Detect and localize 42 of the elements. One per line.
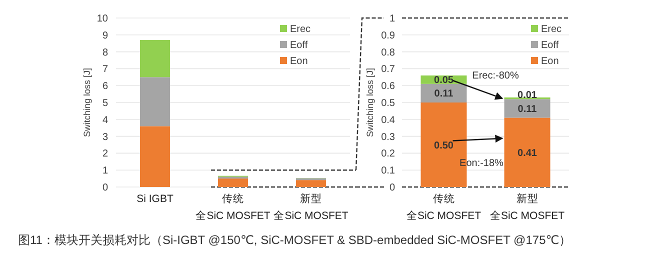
x-tick-label: 新型全SiC MOSFET: [274, 192, 349, 222]
caption: 图11：模块开关损耗对比（Si-IGBT @150℃, SiC-MOSFET & SBD-embedded SiC-MOSFET @175℃）: [18, 233, 572, 247]
y-tick-label: 4: [102, 114, 108, 126]
data-label: 0.50: [434, 140, 454, 152]
data-label: 0.05: [434, 74, 454, 86]
legend-label: Eoff: [290, 40, 308, 51]
legend-label: Eon: [290, 56, 308, 67]
y-tick-label: 0.8: [381, 47, 396, 58]
legend-label: Erec: [541, 24, 562, 35]
y-tick-label: 1: [389, 14, 396, 24]
y-tick-label: 0.5: [381, 98, 396, 109]
y-tick-label: 10: [96, 14, 108, 24]
y-axis-title: Switching loss [J]: [82, 68, 92, 138]
data-label: 0.11: [434, 88, 454, 100]
y-tick-label: 9: [102, 30, 108, 42]
y-tick-label: 0.6: [381, 81, 396, 92]
legend-label: Eon: [541, 56, 559, 67]
y-tick-label: 3: [102, 132, 108, 143]
y-tick-label: 0.3: [381, 132, 396, 143]
y-tick-label: 0: [102, 182, 108, 194]
y-tick-label: 0.9: [381, 30, 396, 42]
y-tick-label: 0.7: [381, 64, 396, 76]
x-tick-label: 传统全SiC MOSFET: [196, 192, 271, 222]
x-tick-label: Si IGBT: [136, 193, 174, 205]
y-tick-label: 0.4: [381, 114, 396, 126]
y-tick-label: 5: [102, 98, 108, 109]
y-tick-label: 7: [102, 64, 108, 76]
legend-label: Eoff: [541, 40, 559, 51]
y-tick-label: 0.1: [381, 166, 396, 177]
y-tick-label: 0: [389, 182, 396, 194]
y-tick-label: 0.2: [381, 148, 396, 160]
data-label: 0.11: [518, 104, 538, 115]
x-tick-label: 传统全SiC MOSFET: [406, 192, 482, 222]
y-tick-label: 1: [102, 166, 108, 177]
y-tick-label: 2: [102, 148, 108, 160]
y-axis-title: Switching loss [J]: [365, 68, 375, 138]
x-tick-label: 新型全SiC MOSFET: [490, 192, 566, 222]
y-tick-label: 8: [102, 47, 108, 58]
data-label: 0.41: [518, 148, 538, 159]
legend-label: Erec: [290, 24, 311, 35]
y-tick-label: 6: [102, 81, 108, 92]
annotation: Erec:-80%: [472, 70, 519, 82]
